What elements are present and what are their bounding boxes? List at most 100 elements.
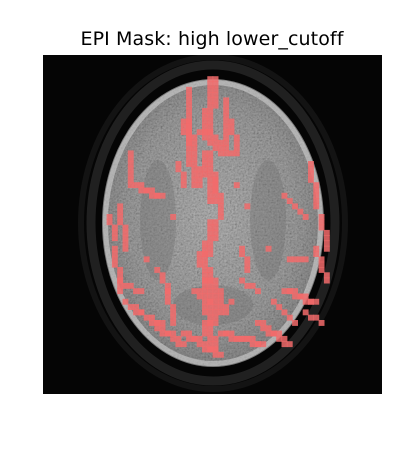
mask-voxel: [191, 182, 198, 189]
mask-voxel: [212, 192, 219, 199]
mask-voxel: [202, 330, 208, 337]
mask-voxel: [212, 335, 219, 342]
mask-voxel: [202, 150, 208, 157]
mask-voxel: [270, 298, 277, 305]
mask-voxel: [191, 155, 198, 162]
mask-voxel: [127, 166, 134, 173]
mask-voxel: [228, 123, 235, 130]
mask-voxel: [207, 245, 214, 252]
mask-voxel: [212, 229, 219, 236]
mask-voxel: [186, 150, 192, 157]
mask-voxel: [202, 277, 208, 284]
mask-voxel: [217, 330, 224, 337]
mask-voxel: [276, 304, 283, 310]
mask-voxel: [308, 171, 314, 178]
mask-voxel: [207, 341, 214, 348]
mask-voxel: [281, 192, 288, 199]
mask-voxel: [249, 335, 256, 342]
mask-voxel: [212, 134, 219, 141]
mask-voxel: [207, 86, 214, 93]
mask-voxel: [281, 288, 288, 295]
mask-voxel: [186, 113, 192, 120]
mask-voxel: [191, 139, 198, 146]
mask-voxel: [202, 267, 208, 273]
mask-voxel: [186, 123, 192, 130]
mask-voxel: [196, 335, 203, 342]
mask-voxel: [202, 341, 208, 348]
mask-voxel: [217, 214, 224, 220]
mask-voxel: [207, 224, 214, 231]
mask-voxel: [212, 198, 219, 204]
mask-voxel: [223, 123, 230, 130]
mask-voxel: [180, 171, 187, 178]
mask-voxel: [207, 229, 214, 236]
mask-voxel: [244, 267, 251, 273]
mask-voxel: [202, 272, 208, 279]
mask-voxel: [122, 240, 129, 247]
mask-voxel: [207, 198, 214, 204]
mask-voxel: [313, 198, 320, 204]
mask-voxel: [292, 288, 298, 295]
mask-voxel: [207, 272, 214, 279]
mask-voxel: [202, 256, 208, 263]
mask-voxel: [233, 335, 240, 342]
mask-voxel: [207, 123, 214, 130]
mask-voxel: [111, 245, 118, 252]
mask-voxel: [217, 351, 224, 358]
epi-scan-svg: [78, 55, 348, 392]
mask-voxel: [127, 161, 134, 167]
mask-voxel: [186, 92, 192, 98]
mask-voxel: [159, 320, 166, 326]
mask-voxel: [260, 320, 267, 326]
mask-voxel: [127, 171, 134, 178]
mask-voxel: [111, 261, 118, 268]
mask-voxel: [170, 214, 177, 220]
mask-voxel: [175, 161, 182, 167]
mask-voxel: [292, 256, 298, 263]
mask-voxel: [276, 335, 283, 342]
mask-voxel: [217, 304, 224, 310]
mask-voxel: [318, 224, 325, 231]
mask-voxel: [302, 214, 309, 220]
mask-voxel: [191, 335, 198, 342]
mask-voxel: [164, 293, 171, 300]
mask-voxel: [164, 330, 171, 337]
mask-voxel: [117, 203, 124, 210]
mask-voxel: [207, 282, 214, 289]
mask-voxel: [217, 192, 224, 199]
mask-voxel: [217, 203, 224, 210]
mask-voxel: [186, 129, 192, 136]
mask-voxel: [212, 346, 219, 353]
mask-voxel: [233, 139, 240, 146]
mask-voxel: [127, 176, 134, 183]
mask-voxel: [207, 92, 214, 98]
mask-voxel: [228, 298, 235, 305]
mask-voxel: [308, 298, 314, 305]
mask-voxel: [233, 134, 240, 141]
mask-voxel: [186, 155, 192, 162]
mask-voxel: [143, 187, 150, 194]
mask-voxel: [117, 277, 124, 284]
mask-voxel: [170, 335, 177, 342]
mask-voxel: [318, 219, 325, 226]
mask-voxel: [207, 150, 214, 157]
mask-voxel: [233, 182, 240, 189]
mask-voxel: [196, 288, 203, 295]
mask-voxel: [202, 108, 208, 114]
mask-voxel: [196, 176, 203, 183]
mask-voxel: [207, 309, 214, 316]
mask-voxel: [186, 108, 192, 114]
mask-voxel: [212, 351, 219, 358]
mask-overlay: [106, 76, 330, 358]
mask-voxel: [117, 288, 124, 295]
mask-voxel: [202, 346, 208, 353]
mask-voxel: [164, 282, 171, 289]
mask-voxel: [164, 288, 171, 295]
mask-voxel: [276, 330, 283, 337]
mask-voxel: [202, 166, 208, 173]
mask-voxel: [170, 309, 177, 316]
mask-voxel: [111, 235, 118, 242]
mask-voxel: [159, 192, 166, 199]
mask-voxel: [265, 325, 272, 332]
mask-voxel: [297, 208, 304, 215]
